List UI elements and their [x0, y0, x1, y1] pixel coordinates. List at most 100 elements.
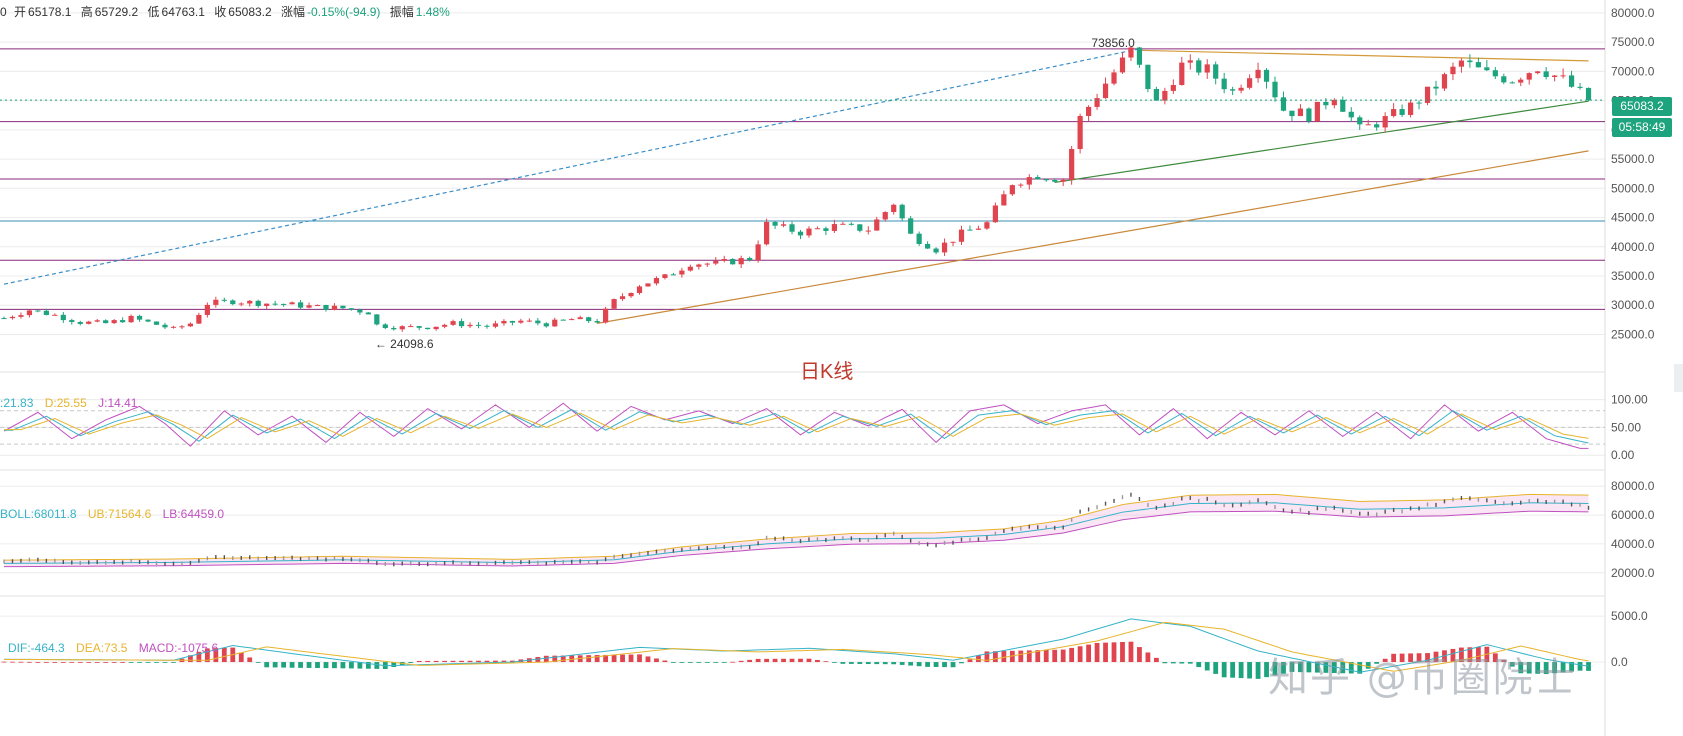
macd-histogram-bar: [1408, 653, 1413, 663]
panel-resize-handle[interactable]: [1674, 364, 1683, 392]
macd-histogram-bar: [560, 655, 566, 663]
watermark: 知乎 @币圈院士: [1268, 655, 1577, 701]
candle-body: [933, 248, 939, 253]
candle-body: [1526, 73, 1532, 80]
kdj-axis-tick: 100.00: [1611, 393, 1648, 407]
candle-body: [1153, 88, 1159, 101]
macd-histogram-bar: [662, 660, 668, 663]
macd-panel: [1, 618, 1591, 679]
candle-body: [433, 326, 439, 330]
candle-body: [1458, 60, 1465, 67]
candle-body: [484, 325, 490, 327]
candle-body: [1246, 78, 1253, 88]
price-axis-tick: 40000.0: [1611, 240, 1655, 254]
macd-histogram-bar: [306, 662, 312, 668]
macd-histogram-bar: [645, 656, 651, 663]
candle-body: [26, 310, 33, 316]
candle-body: [467, 324, 473, 327]
macd-histogram-bar: [120, 662, 126, 663]
macd-histogram-bar: [738, 660, 744, 663]
boll-axis-tick: 80000.0: [1611, 479, 1655, 493]
candle-body: [391, 328, 397, 330]
candle-body: [1348, 111, 1354, 118]
macd-histogram-bar: [959, 662, 964, 664]
candle-body: [1001, 194, 1007, 206]
candle-body: [1416, 102, 1422, 104]
candle-body: [958, 229, 965, 242]
macd-histogram-bar: [1187, 662, 1193, 664]
macd-histogram-bar: [1518, 662, 1524, 674]
candle-body: [35, 310, 41, 312]
candle-body: [882, 212, 888, 220]
macd-histogram-bar: [111, 662, 117, 663]
high-price-label: 73856.0: [1091, 36, 1135, 50]
macd-histogram-bar: [704, 662, 710, 663]
macd-histogram-bar: [865, 662, 871, 665]
macd-histogram-bar: [1052, 649, 1058, 663]
macd-histogram-bar: [1111, 642, 1117, 663]
candle-body: [442, 324, 448, 327]
candle-body: [238, 303, 244, 305]
ohlc-change: -0.15%(-94.9): [307, 5, 381, 19]
macd-histogram-bar: [10, 661, 15, 663]
candle-body: [560, 319, 566, 321]
macd-histogram-bar: [204, 648, 210, 663]
macd-histogram-bar: [349, 662, 354, 669]
candle-body: [357, 309, 363, 313]
candle-body: [1128, 47, 1134, 58]
boll-axis-tick: 60000.0: [1611, 508, 1655, 522]
macd-histogram-bar: [552, 655, 558, 663]
candle-body: [43, 310, 49, 315]
macd-histogram-bar: [264, 662, 270, 668]
macd-histogram-bar: [442, 660, 448, 663]
macd-histogram-bar: [1289, 662, 1295, 672]
candle-body: [340, 305, 346, 309]
macd-histogram-bar: [1035, 650, 1041, 663]
macd-histogram-bar: [823, 661, 829, 663]
candle-body: [899, 204, 905, 219]
candle-body: [1196, 60, 1202, 73]
candle-body: [1374, 124, 1380, 128]
chart-title-label: 日K线: [800, 360, 853, 383]
macd-histogram-bar: [1543, 662, 1549, 675]
candle-body: [704, 263, 710, 265]
candle-body: [1263, 69, 1270, 82]
macd-histogram-bar: [730, 661, 736, 663]
candle-body: [865, 230, 871, 232]
macd-histogram-bar: [77, 662, 83, 663]
last-price-tag: 65083.2: [1612, 97, 1672, 116]
candle-body: [543, 323, 549, 327]
ohlc-amplitude: 1.48%: [415, 5, 450, 19]
candle-body: [1552, 75, 1558, 77]
macd-histogram-bar: [391, 662, 397, 667]
annotations: 73856.0 ← 24098.6 日K线: [0, 36, 1605, 383]
candle-body: [535, 320, 541, 324]
candle-body: [1255, 69, 1261, 79]
macd-histogram-bar: [637, 654, 642, 663]
long-support-line: [597, 150, 1589, 324]
kdj-d: 25.55: [56, 396, 87, 410]
macd-histogram-bar: [408, 662, 414, 663]
macd-histogram-bar: [1560, 662, 1566, 673]
candle-body: [806, 228, 812, 236]
macd-histogram-bar: [1247, 662, 1252, 679]
dashed-trend-line: [3, 48, 1140, 285]
ohlc-close: 65083.2: [228, 5, 272, 19]
candle-body: [594, 321, 600, 323]
macd-histogram-bar: [654, 658, 659, 663]
candle-body: [908, 218, 914, 234]
macd-histogram-bar: [493, 660, 498, 663]
candle-body: [1060, 179, 1066, 182]
candle-body: [1204, 64, 1210, 73]
macd-histogram-bar: [1535, 662, 1541, 674]
macd-histogram-bar: [154, 662, 159, 663]
candle-body: [52, 314, 58, 316]
candle-body: [1102, 83, 1109, 99]
macd-histogram-bar: [908, 662, 914, 666]
candle-body: [289, 302, 295, 305]
macd-histogram-bar: [272, 662, 278, 668]
candle-body: [1323, 101, 1329, 106]
macd-histogram-bar: [1221, 662, 1227, 678]
macd-histogram-bar: [1281, 662, 1286, 674]
